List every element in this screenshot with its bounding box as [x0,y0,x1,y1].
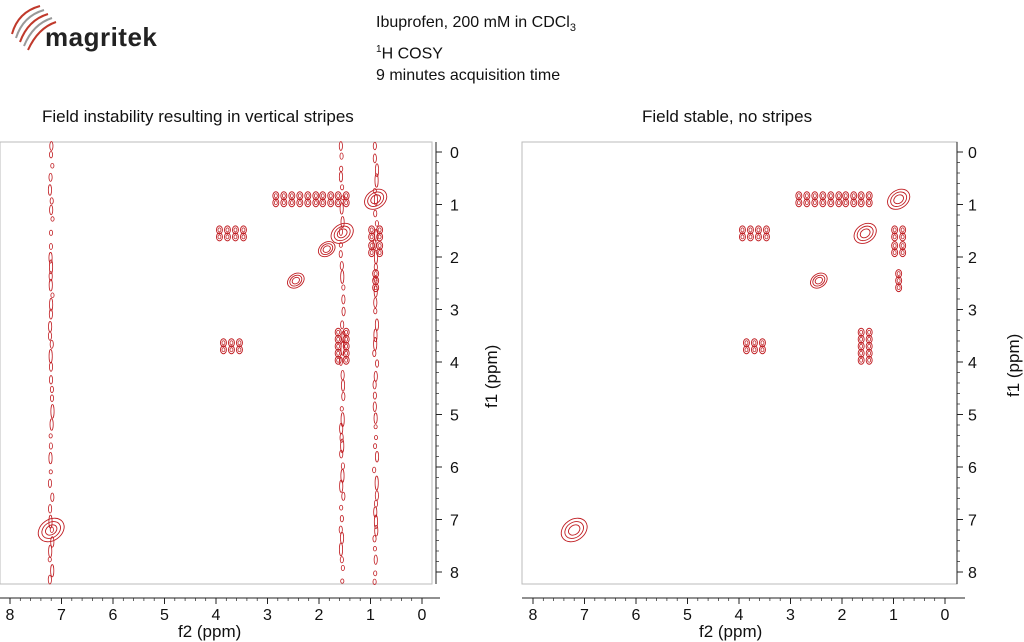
y-tick-label: 1 [450,198,459,215]
x-tick-label: 3 [263,607,272,624]
y-tick-label: 2 [450,250,459,267]
diagonal-peak [560,517,588,543]
cross-peak [215,225,247,242]
cross-peak [372,269,380,293]
x-tick-label: 4 [735,607,744,624]
plot-frame [0,141,433,585]
right-panel-title: Field stable, no stripes [642,107,813,126]
cross-peak [795,191,843,208]
right-ylabel: f1 (ppm) [1004,333,1023,397]
y-tick-label: 6 [968,460,977,477]
diagonal-peak [364,188,388,210]
y-tick-label: 8 [450,565,459,582]
y-tick-label: 1 [968,198,977,215]
logo-swoosh-icon [11,5,57,51]
header-experiment: 1H COSY [376,44,443,63]
x-tick-label: 3 [786,607,795,624]
stripe [338,141,346,584]
left-panel-title: Field instability resulting in vertical … [42,107,354,126]
diagonal-peak [219,338,243,355]
cross-peak [857,191,873,208]
diagonal-peak [853,222,877,244]
x-tick-label: 6 [109,607,118,624]
diagonal-peak [810,272,828,289]
y-tick-label: 4 [968,355,977,372]
diagonal-peak [287,272,305,289]
y-tick-label: 6 [450,460,459,477]
diagonal-peak [330,222,354,244]
cross-peak [857,327,873,365]
diagonal-peak [317,241,336,258]
y-tick-label: 8 [968,565,977,582]
diagonal-peak [887,188,911,210]
cross-peak [319,191,335,208]
right-xlabel: f2 (ppm) [699,622,763,641]
experiment-header: Ibuprofen, 200 mM in CDCl3 1H COSY 9 min… [376,12,576,86]
x-tick-label: 8 [6,607,15,624]
cross-peak [368,225,384,242]
cross-peak [368,241,384,258]
x-tick-label: 7 [57,607,66,624]
y-tick-label: 5 [968,408,977,425]
magritek-logo [11,5,57,51]
y-tick-label: 5 [450,408,459,425]
y-tick-label: 0 [968,145,977,162]
x-tick-label: 2 [315,607,324,624]
header-acq-time: 9 minutes acquisition time [376,66,561,84]
x-tick-label: 1 [366,607,375,624]
x-tick-label: 5 [683,607,692,624]
x-tick-label: 1 [889,607,898,624]
cross-peak [739,225,770,242]
brand-name: magritek [45,22,158,52]
y-tick-label: 2 [968,250,977,267]
cross-peak [891,241,907,258]
x-tick-label: 5 [160,607,169,624]
cross-peak [334,327,350,365]
cross-peak [895,269,903,293]
y-tick-label: 3 [450,303,459,320]
y-tick-label: 4 [450,355,459,372]
cross-peak [334,191,350,208]
y-tick-label: 3 [968,303,977,320]
cross-peak [842,191,858,208]
x-tick-label: 4 [212,607,221,624]
x-tick-label: 0 [418,607,427,624]
diagonal-peak [37,517,65,543]
x-tick-label: 7 [580,607,589,624]
y-tick-label: 7 [450,513,459,530]
diagonal-peak [743,338,766,355]
x-tick-label: 8 [529,607,538,624]
y-tick-label: 7 [968,513,977,530]
x-tick-label: 6 [632,607,641,624]
panel-left: 8 7 6 5 4 3 2 1 0 0 1 2 3 4 5 6 7 8 [0,141,459,624]
cross-peak [272,191,320,208]
x-tick-label: 0 [941,607,950,624]
left-xlabel: f2 (ppm) [178,622,242,641]
header-sample: Ibuprofen, 200 mM in CDCl3 [376,14,576,35]
panel-right: 8 7 6 5 4 3 2 1 0 0 1 2 3 4 5 6 7 8 [521,141,977,624]
y-tick-label: 0 [450,145,459,162]
stripe [372,141,380,585]
x-tick-label: 2 [838,607,847,624]
left-ylabel: f1 (ppm) [482,344,501,408]
stripe [47,141,55,585]
cross-peak [891,225,907,242]
